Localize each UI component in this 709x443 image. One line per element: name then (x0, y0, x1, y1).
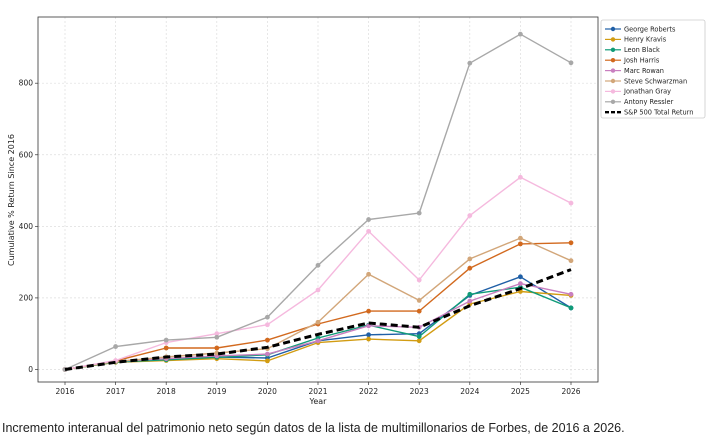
data-point (416, 298, 422, 303)
series-line (64, 268, 572, 371)
data-point (568, 60, 574, 66)
data-point (315, 338, 321, 344)
grid-lines (38, 17, 598, 382)
legend-marker (610, 89, 616, 94)
x-tick-label: 2025 (511, 387, 530, 396)
series-lines (62, 31, 574, 372)
legend-marker (610, 26, 616, 32)
data-point (366, 323, 371, 329)
y-tick-label: 800 (19, 79, 34, 88)
data-point (467, 265, 473, 271)
x-tick-label: 2022 (359, 387, 378, 396)
data-point (518, 241, 523, 247)
data-point (214, 345, 220, 351)
legend-marker (610, 68, 616, 73)
legend-marker (610, 47, 616, 52)
y-axis-ticks: 0 200 400 600 800 (19, 79, 38, 374)
legend-label: Henry Kravis (624, 36, 667, 44)
data-point (568, 258, 574, 264)
data-point (416, 308, 422, 314)
data-point (113, 344, 118, 349)
legend-marker (610, 99, 616, 105)
line-chart: 2016 2017 2018 2019 2020 2021 2022 2023 2024 2025… (7, 16, 706, 406)
data-point (265, 358, 270, 364)
data-point (416, 210, 422, 216)
x-tick-label: 2016 (55, 387, 74, 396)
legend-marker (610, 58, 616, 63)
data-point (467, 291, 473, 297)
data-point (568, 200, 574, 206)
data-point (366, 336, 371, 342)
legend-label: Leon Black (624, 46, 660, 54)
data-point (214, 331, 220, 337)
data-point (265, 314, 270, 320)
data-point (265, 351, 270, 357)
x-tick-label: 2017 (106, 387, 125, 396)
x-tick-label: 2023 (410, 387, 429, 396)
x-tick-label: 2024 (460, 387, 479, 396)
legend-label: Josh Harris (623, 57, 660, 65)
data-point (163, 345, 169, 351)
y-tick-label: 400 (19, 222, 34, 231)
legend-marker (610, 37, 616, 42)
data-point (315, 319, 321, 325)
data-point (518, 281, 523, 286)
x-axis-ticks: 2016 2017 2018 2019 2020 2021 2022 2023 2024 2025… (55, 382, 581, 396)
legend-label: Marc Rowan (624, 67, 664, 75)
legend-label: Jonathan Gray (623, 88, 671, 96)
x-tick-label: 2020 (258, 387, 277, 396)
x-tick-label: 2019 (207, 387, 226, 396)
data-point (416, 334, 422, 339)
data-point (366, 271, 371, 277)
legend-box (600, 19, 706, 119)
data-point (467, 298, 473, 304)
data-point (366, 332, 371, 338)
data-point (416, 277, 422, 283)
legend-label: George Roberts (624, 25, 676, 33)
x-tick-label: 2026 (561, 387, 580, 396)
data-point (366, 228, 371, 234)
x-tick-label: 2021 (308, 387, 327, 396)
data-point (315, 262, 321, 268)
data-point (518, 274, 523, 280)
data-point (366, 308, 371, 314)
legend-label: S&P 500 Total Return (624, 109, 693, 117)
y-tick-label: 600 (19, 150, 34, 159)
data-point (315, 287, 321, 293)
data-point (163, 337, 169, 343)
y-tick-label: 200 (19, 293, 34, 302)
data-point (518, 174, 523, 180)
legend-label: Antony Ressler (624, 98, 674, 106)
x-axis-label: Year (309, 397, 328, 406)
data-point (265, 337, 270, 343)
x-tick-label: 2018 (157, 387, 176, 396)
data-point (467, 213, 473, 219)
data-point (214, 350, 220, 356)
y-axis-label: Cumulative % Return Since 2016 (7, 134, 16, 266)
data-point (518, 31, 523, 37)
figure-caption: Incremento interanual del patrimonio net… (2, 421, 625, 435)
data-point (518, 235, 523, 241)
legend-marker (610, 78, 616, 84)
y-tick-label: 0 (28, 365, 33, 374)
plot-area (38, 17, 598, 382)
data-point (366, 217, 371, 222)
data-point (467, 60, 473, 66)
legend-label: Steve Schwarzman (624, 77, 687, 85)
data-point (416, 338, 422, 344)
data-point (568, 240, 574, 246)
data-point (568, 291, 574, 297)
data-point (467, 256, 473, 262)
data-point (214, 334, 220, 340)
data-point (568, 305, 574, 311)
data-point (265, 322, 270, 328)
legend: George Roberts Henry Kravis Leon Black Josh… (600, 19, 706, 119)
